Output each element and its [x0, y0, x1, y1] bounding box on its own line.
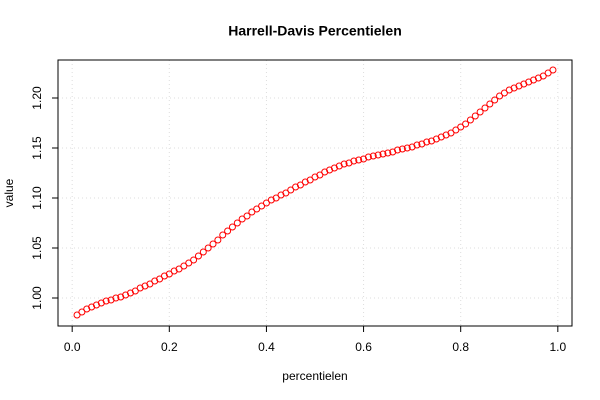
point — [165, 270, 173, 278]
point — [224, 227, 232, 235]
y-axis-title: value — [2, 178, 16, 207]
y-tick-label: 1.00 — [30, 286, 44, 310]
x-tick-label: 1.0 — [549, 340, 566, 354]
x-tick-label: 0.6 — [355, 340, 372, 354]
point — [544, 69, 552, 77]
point — [452, 126, 460, 134]
point — [481, 104, 489, 112]
point — [462, 120, 470, 128]
point — [296, 181, 304, 189]
x-tick-label: 0.2 — [161, 340, 178, 354]
point — [233, 219, 241, 227]
point — [194, 252, 202, 260]
point — [340, 160, 348, 168]
point — [272, 194, 280, 202]
point — [112, 294, 120, 302]
plot-frame — [57, 59, 573, 327]
point — [73, 311, 81, 319]
point — [447, 129, 455, 137]
point — [190, 256, 198, 264]
point — [423, 138, 431, 146]
point — [209, 240, 217, 248]
point — [398, 145, 406, 153]
point — [287, 186, 295, 194]
point — [199, 248, 207, 256]
x-tick-label: 0.4 — [258, 340, 275, 354]
point — [364, 153, 372, 161]
point — [204, 244, 212, 252]
point — [180, 262, 188, 270]
point — [102, 297, 110, 305]
point — [350, 157, 358, 165]
point — [228, 223, 236, 231]
y-tick-label: 1.15 — [30, 136, 44, 160]
point — [156, 275, 164, 283]
point — [379, 150, 387, 158]
point — [413, 141, 421, 149]
point — [471, 112, 479, 120]
point — [131, 287, 139, 295]
point — [238, 215, 246, 223]
point — [146, 280, 154, 288]
point — [306, 176, 314, 184]
point — [214, 236, 222, 244]
point — [258, 202, 266, 210]
point — [248, 208, 256, 216]
y-tick-label: 1.10 — [30, 186, 44, 210]
point — [496, 92, 504, 100]
point — [500, 89, 508, 97]
y-tick-label: 1.20 — [30, 86, 44, 110]
point — [486, 100, 494, 108]
point — [369, 152, 377, 160]
point — [175, 265, 183, 273]
point — [243, 212, 251, 220]
point — [355, 156, 363, 164]
x-axis-title: percentielen — [282, 369, 347, 383]
point — [219, 231, 227, 239]
point — [539, 72, 547, 80]
x-tick-label: 0.0 — [64, 340, 81, 354]
point — [384, 149, 392, 157]
chart-title: Harrell-Davis Percentielen — [228, 23, 402, 39]
point — [394, 146, 402, 154]
point — [316, 171, 324, 179]
point — [491, 96, 499, 104]
point — [185, 259, 193, 267]
point — [403, 144, 411, 152]
point — [253, 205, 261, 213]
point — [374, 151, 382, 159]
y-tick-label: 1.05 — [30, 236, 44, 260]
point — [262, 199, 270, 207]
point — [549, 66, 557, 74]
x-tick-label: 0.8 — [452, 340, 469, 354]
point — [476, 108, 484, 116]
point — [457, 123, 465, 131]
point — [466, 116, 474, 124]
point — [78, 308, 86, 316]
point — [282, 189, 290, 197]
